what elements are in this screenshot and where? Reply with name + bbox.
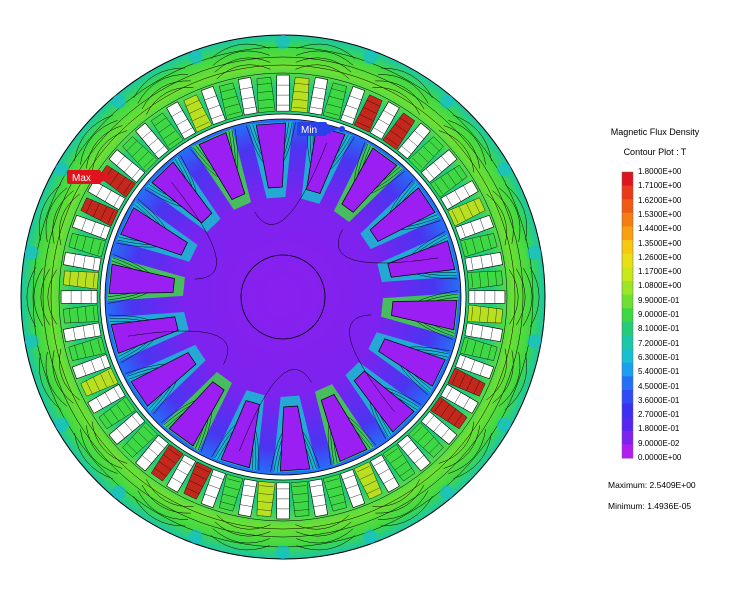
legend-tick-label: 0.0000E+00	[638, 453, 682, 462]
legend-swatch	[622, 321, 633, 336]
legend-swatch	[622, 417, 633, 432]
legend-swatch	[622, 253, 633, 268]
max-marker-label: Max	[72, 173, 91, 184]
legend-tick-label: 9.9000E-01	[638, 295, 680, 305]
legend-swatch	[622, 294, 633, 309]
legend-tick-label: 1.4400E+00	[638, 224, 682, 234]
legend-title: Magnetic Flux Density	[610, 127, 700, 137]
legend-tick-label: 3.6000E-01	[638, 395, 680, 405]
legend-swatch	[622, 267, 633, 282]
legend-tick-label: 9.0000E-02	[638, 438, 680, 448]
legend-tick-label: 1.2600E+00	[638, 252, 682, 262]
minimum-readout: Minimum: 1.4936E-05	[608, 501, 692, 511]
legend-swatch	[622, 308, 633, 323]
legend-swatch	[622, 240, 633, 255]
legend-color-bar	[621, 171, 634, 459]
min-marker-label: Min	[301, 125, 317, 136]
legend-tick-label: 1.1700E+00	[638, 267, 682, 277]
legend-tick-label: 1.6200E+00	[638, 195, 682, 205]
legend-tick-label: 8.1000E-01	[638, 324, 680, 334]
legend-tick-label: 1.8000E-01	[638, 424, 680, 434]
legend-tick-label: 6.3000E-01	[638, 352, 680, 362]
legend-swatch	[622, 403, 633, 418]
rotor-bars	[108, 122, 458, 472]
legend-swatch	[622, 389, 633, 405]
legend-swatch	[622, 349, 633, 364]
stator-slots	[60, 74, 506, 520]
legend-tick-label: 2.7000E-01	[638, 410, 680, 420]
legend-swatch	[622, 430, 633, 445]
legend-swatch	[622, 335, 633, 350]
legend-tick-label: 1.3500E+00	[638, 238, 682, 248]
legend-tick-label: 1.0800E+00	[638, 281, 682, 291]
legend-tick-label: 1.8000E+00	[638, 167, 682, 176]
legend-swatch	[622, 280, 633, 296]
legend-tick-label: 1.7100E+00	[638, 181, 682, 191]
maximum-readout: Maximum: 2.5409E+00	[608, 480, 696, 490]
stator-flux-lines	[24, 35, 542, 559]
legend-swatch	[622, 212, 633, 227]
legend-swatch	[622, 226, 633, 241]
legend-tick-label: 1.5300E+00	[638, 209, 682, 219]
legend-tick-label: 4.5000E-01	[638, 381, 680, 391]
legend-swatch	[622, 362, 633, 377]
legend-swatch	[622, 444, 633, 459]
legend-tick-label: 7.2000E-01	[638, 338, 680, 348]
shaft	[240, 254, 326, 340]
rotor-flux-lines	[127, 142, 439, 452]
legend-swatch	[622, 199, 633, 214]
stator-teeth	[63, 77, 503, 517]
legend-subtitle: Contour Plot : T	[623, 147, 687, 157]
max-marker: Max	[67, 170, 114, 184]
legend-swatch	[622, 172, 633, 187]
legend-swatch	[622, 185, 633, 200]
legend-tick-label: 5.4000E-01	[638, 367, 680, 377]
legend-swatch	[622, 376, 633, 391]
legend-tick-label: 9.0000E-01	[638, 310, 680, 319]
min-marker: Min	[297, 122, 345, 136]
